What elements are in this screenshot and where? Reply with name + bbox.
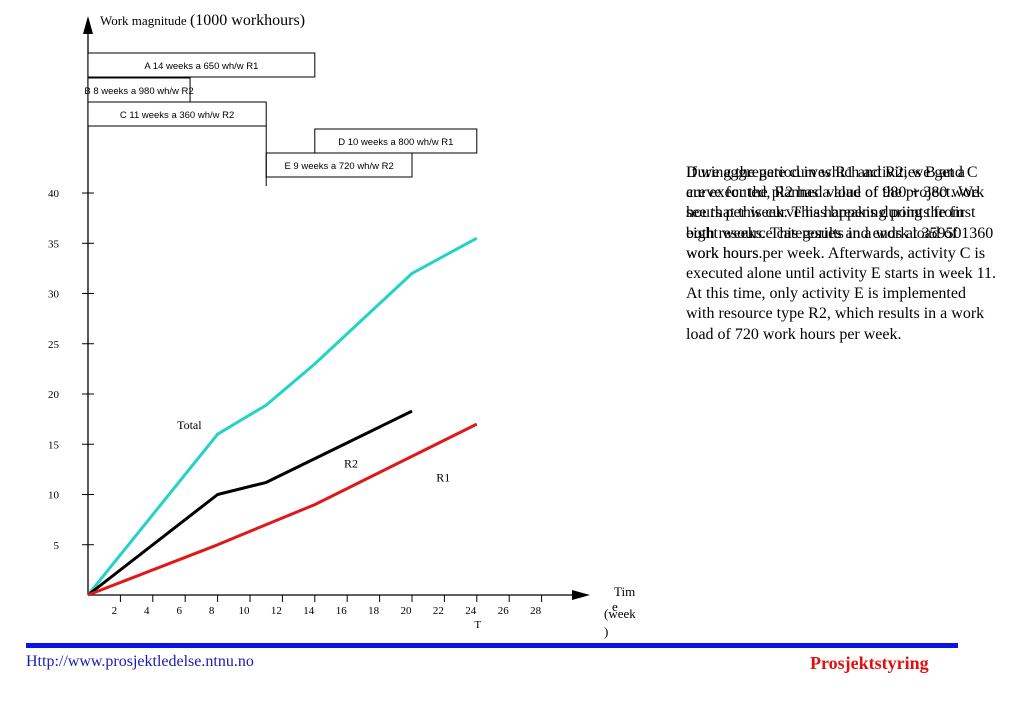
x-tick-label: 26 bbox=[498, 605, 510, 617]
y-tick-label: 35 bbox=[48, 238, 60, 250]
x-tick-label: 14 bbox=[303, 605, 315, 617]
activity-bar bbox=[265, 152, 413, 178]
x-tick-label: 28 bbox=[530, 605, 542, 617]
activity-label: B 8 weeks a 980 wh/w R2 bbox=[84, 86, 193, 97]
x-axis-arrow bbox=[572, 590, 590, 600]
explanation-paragraph-1: During the period in which activities B … bbox=[686, 164, 996, 343]
series-annotation: R2 bbox=[344, 456, 358, 470]
chart-labels: Total R2 R1 bbox=[177, 418, 450, 484]
series-annotation: Total bbox=[177, 418, 202, 432]
x-tick-label: 2 bbox=[112, 605, 118, 617]
y-tick-label: 10 bbox=[48, 490, 60, 502]
series-annotation: R1 bbox=[436, 470, 450, 484]
y-tick-label: 20 bbox=[48, 389, 60, 401]
activity-label: D 10 weeks a 800 wh/w R1 bbox=[338, 137, 453, 148]
chart-title: Work magnitude (1000 workhours) bbox=[100, 12, 305, 29]
activity-bar bbox=[87, 101, 267, 127]
y-tick-label: 5 bbox=[54, 540, 60, 552]
activity-bar bbox=[87, 52, 316, 78]
explanation-paragraph-2: If we aggregate curves R1 and R2, we get… bbox=[686, 164, 979, 262]
x-tick-label: 24 bbox=[465, 605, 477, 617]
footer-brand: Prosjektstyring bbox=[810, 653, 929, 673]
activity-label: C 11 weeks a 360 wh/w R2 bbox=[120, 110, 234, 121]
x-axis-label-line4: ) bbox=[604, 624, 608, 639]
x-tick-label: 4 bbox=[144, 605, 150, 617]
activity-bars: A 14 weeks a 650 wh/w R1 B 8 weeks a 980 … bbox=[84, 52, 478, 186]
footer-rule bbox=[26, 643, 958, 648]
x-marker-label: T bbox=[474, 619, 481, 631]
activity-label: E 9 weeks a 720 wh/w R2 bbox=[284, 161, 393, 172]
y-tick-label: 25 bbox=[48, 339, 60, 351]
series-lines bbox=[86, 236, 478, 597]
x-axis-label-line3: (week bbox=[604, 606, 636, 621]
y-tick-label: 40 bbox=[48, 188, 60, 200]
activity-bar bbox=[87, 77, 191, 103]
series-line-r1 bbox=[87, 422, 478, 597]
x-axis-label-line2: e bbox=[612, 599, 618, 614]
chart-title-part1: Work magnitude bbox=[100, 13, 190, 28]
x-tick-label: 22 bbox=[433, 605, 444, 617]
x-tick-label: 10 bbox=[239, 605, 251, 617]
x-tick-label: 6 bbox=[176, 605, 182, 617]
y-tick-label: 30 bbox=[48, 289, 60, 301]
x-tick-label: 18 bbox=[368, 605, 380, 617]
y-axis-arrow bbox=[83, 16, 93, 34]
x-tick-label: 8 bbox=[209, 605, 215, 617]
x-tick-label: 12 bbox=[271, 605, 282, 617]
activity-bar bbox=[314, 128, 478, 154]
y-tick-label: 15 bbox=[48, 439, 60, 451]
x-tick-label: 20 bbox=[401, 605, 413, 617]
series-line-total bbox=[86, 236, 478, 596]
x-tick-label: 16 bbox=[336, 605, 348, 617]
series-line-r2 bbox=[87, 409, 413, 597]
x-axis-label-line1: Tim bbox=[614, 584, 635, 599]
activity-label: A 14 weeks a 650 wh/w R1 bbox=[144, 61, 258, 72]
footer-url-link[interactable]: Http://www.prosjektledelse.ntnu.no bbox=[26, 653, 254, 670]
chart-title-part2: (1000 workhours) bbox=[190, 12, 305, 29]
